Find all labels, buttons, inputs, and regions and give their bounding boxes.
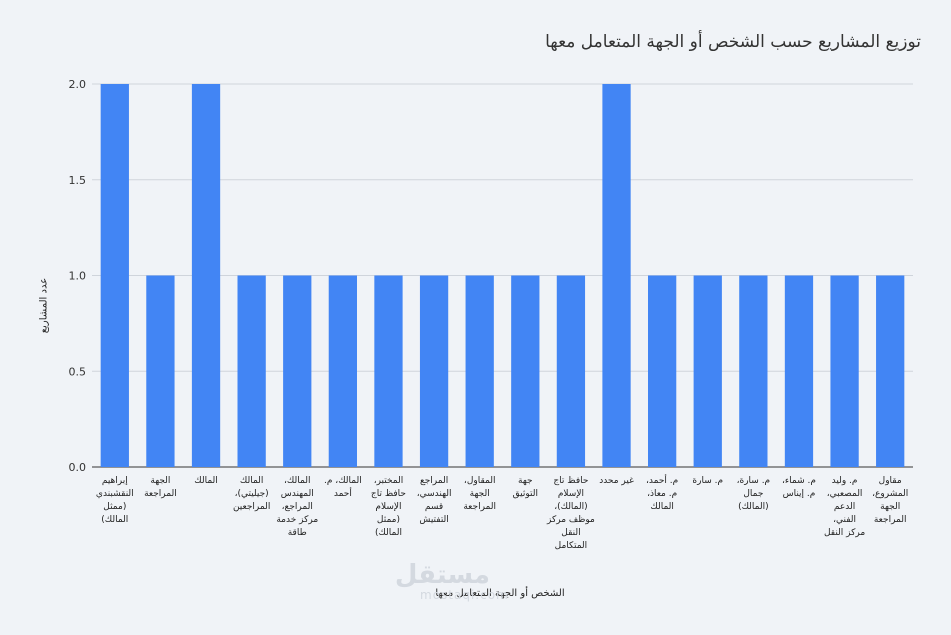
bar [237, 275, 266, 467]
bar [830, 275, 859, 467]
x-tick-label: حافظ تاج الإسلام (المالك)، موظف مركز النقل ال… [546, 476, 595, 551]
x-tick-label: م. سارة [692, 476, 723, 486]
x-tick-label: المقاول، الجهة المراجعة [463, 476, 496, 512]
grid-lines [92, 83, 913, 468]
x-tick-label: المالك، م. أحمد [324, 476, 362, 499]
bars [100, 84, 905, 467]
bar [784, 275, 814, 467]
x-tick-label: المالك (جيليتي)، المراجعين [233, 476, 270, 512]
x-tick-label: المراجع الهندسي، قسم التفتيش [417, 476, 452, 525]
bar [374, 275, 403, 467]
y-tick-label: 1.0 [69, 270, 87, 283]
x-tick-label: المالك، المهندس المراجع، مركز خدمة طاقة [276, 476, 318, 538]
x-tick-label: مقاول المشروع، الجهة المراجعة [872, 476, 908, 525]
x-tick-label: المالك [194, 476, 218, 486]
bar [146, 275, 175, 467]
y-tick-label: 1.5 [69, 174, 87, 187]
x-tick-label: غير محدد [599, 476, 634, 486]
x-tick-label: المختبر، حافظ تاج الإسلام (ممثل المالك) [371, 476, 406, 538]
x-tick-label: إبراهيم النقشبندي (ممثل المالك) [96, 476, 134, 525]
bar [556, 275, 586, 467]
x-tick-label: م. أحمد، م. معاذ، المالك [646, 474, 678, 512]
x-tick-label: م. شماء، م. إيناس [782, 476, 816, 499]
bar [465, 275, 494, 467]
bar [419, 275, 449, 467]
bar [693, 275, 722, 467]
bar [511, 275, 540, 467]
bar [876, 275, 905, 467]
y-tick-labels: 0.0 0.5 1.0 1.5 2.0 [69, 78, 87, 474]
x-tick-label: م. سارة، جمال (المالك) [737, 476, 771, 512]
x-axis-label: الشخص أو الجهة المتعامل معها [435, 588, 565, 599]
x-tick-labels: إبراهيم النقشبندي (ممثل المالك) الجهة المراجع… [96, 474, 908, 551]
x-tick-label: م. وليد المصعبي، الدعم الفني، مركز النقل [824, 476, 865, 538]
chart-title: توزيع المشاريع حسب الشخص أو الجهة المتعا… [545, 32, 921, 52]
watermark-latin: mostaqi.com [420, 588, 509, 602]
bar [191, 84, 221, 467]
bar [602, 84, 631, 467]
bar [100, 84, 129, 467]
bar [283, 275, 312, 467]
bar [647, 275, 677, 467]
y-axis-label: عدد المشاريع [38, 277, 50, 334]
watermark-logo: مستقل mostaqi.com [394, 560, 509, 602]
bar [328, 275, 358, 467]
bar [739, 275, 768, 467]
x-tick-label: جهة التوثيق [513, 476, 538, 499]
y-tick-label: 0.0 [69, 461, 87, 474]
watermark-arabic: مستقل [394, 560, 490, 590]
y-tick-label: 0.5 [69, 365, 87, 378]
x-tick-label: الجهة المراجعة [144, 476, 177, 499]
y-tick-label: 2.0 [69, 78, 87, 91]
